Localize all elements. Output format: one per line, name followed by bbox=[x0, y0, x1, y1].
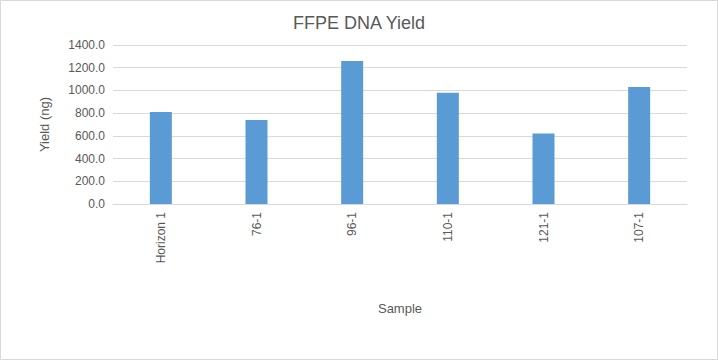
svg-text:96-1: 96-1 bbox=[345, 212, 359, 236]
svg-text:Sample: Sample bbox=[378, 301, 422, 316]
svg-text:1400.0: 1400.0 bbox=[68, 38, 105, 52]
svg-text:121-1: 121-1 bbox=[537, 212, 551, 243]
svg-text:200.0: 200.0 bbox=[75, 174, 105, 188]
svg-text:Yield (ng): Yield (ng) bbox=[37, 97, 52, 152]
svg-text:107-1: 107-1 bbox=[632, 212, 646, 243]
svg-text:76-1: 76-1 bbox=[250, 212, 264, 236]
svg-text:1200.0: 1200.0 bbox=[68, 61, 105, 75]
svg-text:400.0: 400.0 bbox=[75, 152, 105, 166]
svg-text:600.0: 600.0 bbox=[75, 129, 105, 143]
svg-text:Horizon 1: Horizon 1 bbox=[154, 212, 168, 264]
svg-text:FFPE DNA Yield: FFPE DNA Yield bbox=[293, 13, 425, 33]
svg-text:800.0: 800.0 bbox=[75, 106, 105, 120]
svg-text:110-1: 110-1 bbox=[441, 212, 455, 242]
svg-text:1000.0: 1000.0 bbox=[68, 83, 105, 97]
svg-text:0.0: 0.0 bbox=[88, 197, 105, 211]
